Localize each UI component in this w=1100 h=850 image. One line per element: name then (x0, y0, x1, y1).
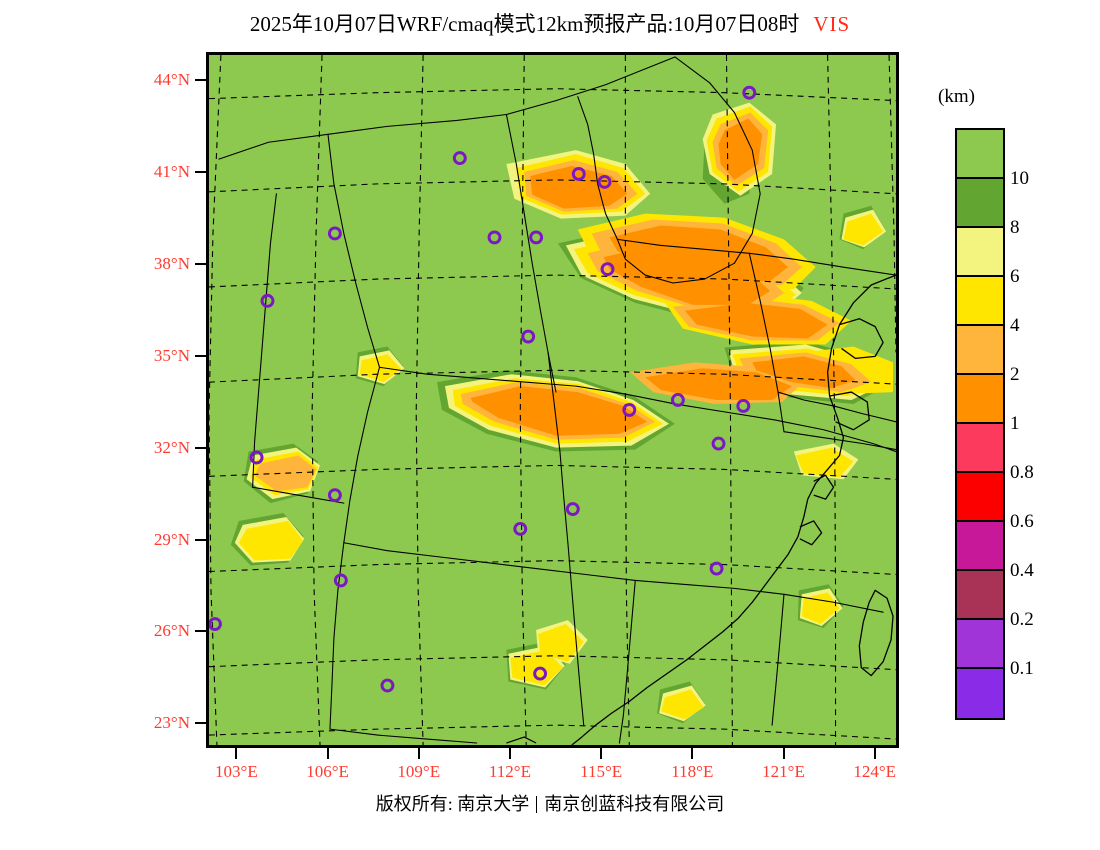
lon-label-103°E: 103°E (215, 762, 258, 781)
lat-label-26°N: 26°N (153, 621, 190, 641)
lat-tick-29°N (195, 538, 206, 541)
lat-label-44°N: 44°N (153, 69, 190, 89)
colorbar-label-10: 10 (1010, 168, 1029, 189)
lat-label-23°N: 23°N (153, 713, 190, 733)
lon-tick-112°E (508, 748, 511, 759)
colorbar-band-3 (957, 277, 1003, 326)
footer-left: 版权所有: 南京大学 (375, 794, 530, 814)
lon-label-112°E: 112°E (488, 762, 531, 781)
lon-label-115°E: 115°E (580, 762, 623, 781)
lon-label-124°E: 124°E (853, 762, 897, 781)
lat-tick-32°N (195, 446, 206, 449)
lat-label-32°N: 32°N (153, 437, 190, 457)
lat-tick-26°N (195, 630, 206, 633)
footer-right: 南京创蓝科技有限公司 (544, 794, 725, 814)
colorbar-band-5 (957, 375, 1003, 424)
lon-tick-103°E (235, 748, 238, 759)
lon-label-109°E: 109°E (397, 762, 441, 781)
colorbar-label-1: 1 (1010, 413, 1020, 434)
colorbar-band-11 (957, 669, 1003, 718)
colorbar-label-0.2: 0.2 (1010, 609, 1034, 630)
lat-tick-44°N (195, 78, 206, 81)
lat-label-35°N: 35°N (153, 345, 190, 365)
colorbar-label-4: 4 (1010, 315, 1020, 336)
colorbar-band-7 (957, 473, 1003, 522)
lat-tick-38°N (195, 262, 206, 265)
lon-label-106°E: 106°E (306, 762, 349, 781)
colorbar-band-1 (957, 179, 1003, 228)
colorbar-band-2 (957, 228, 1003, 277)
footer-credits: 版权所有: 南京大学 南京创蓝科技有限公司 (0, 790, 1100, 816)
visibility-field (209, 55, 896, 745)
footer-separator (536, 796, 538, 813)
colorbar-label-0.4: 0.4 (1010, 560, 1034, 581)
lon-tick-109°E (417, 748, 420, 759)
colorbar-label-2: 2 (1010, 364, 1020, 385)
lon-tick-121°E (782, 748, 785, 759)
lat-tick-35°N (195, 354, 206, 357)
colorbar-label-6: 6 (1010, 266, 1020, 287)
colorbar-label-0.8: 0.8 (1010, 462, 1034, 483)
colorbar-unit: (km) (938, 86, 975, 107)
lat-tick-41°N (195, 170, 206, 173)
variable-label: VIS (813, 12, 851, 36)
colorbar-band-6 (957, 424, 1003, 473)
colorbar-band-9 (957, 571, 1003, 620)
lon-tick-118°E (691, 748, 694, 759)
lat-label-41°N: 41°N (153, 161, 190, 181)
colorbar-band-0 (957, 130, 1003, 179)
colorbar-band-4 (957, 326, 1003, 375)
lon-tick-106°E (326, 748, 329, 759)
lon-label-121°E: 121°E (762, 762, 805, 781)
title-text: 2025年10月07日WRF/cmaq模式12km预报产品:10月07日08时 (249, 12, 800, 36)
lon-label-118°E: 118°E (671, 762, 714, 781)
colorbar-label-0.1: 0.1 (1010, 658, 1034, 679)
lat-label-29°N: 29°N (153, 529, 190, 549)
lat-label-38°N: 38°N (153, 253, 190, 273)
page-title: 2025年10月07日WRF/cmaq模式12km预报产品:10月07日08时 V… (0, 8, 1100, 38)
colorbar[interactable] (955, 128, 1005, 720)
colorbar-band-8 (957, 522, 1003, 571)
lon-tick-124°E (873, 748, 876, 759)
colorbar-band-10 (957, 620, 1003, 669)
map-plot-area[interactable] (206, 52, 899, 748)
lon-tick-115°E (600, 748, 603, 759)
colorbar-label-8: 8 (1010, 217, 1020, 238)
lat-tick-23°N (195, 722, 206, 725)
colorbar-label-0.6: 0.6 (1010, 511, 1034, 532)
